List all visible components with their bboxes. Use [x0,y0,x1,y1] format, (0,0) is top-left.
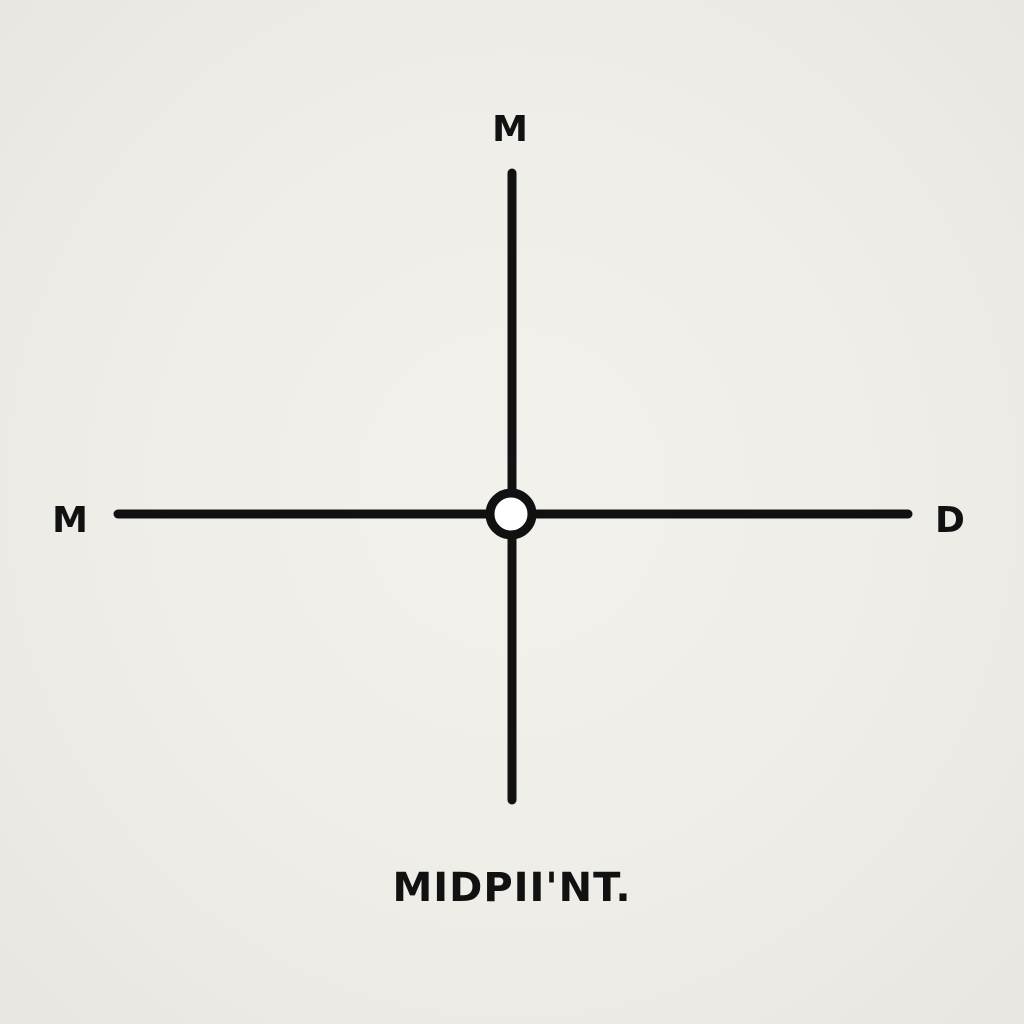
diagram-caption: MIDPII'NT. [392,865,631,911]
right-endpoint-label: D [935,500,965,541]
left-endpoint-label: M [52,500,88,541]
midpoint-marker [485,488,537,540]
top-endpoint-label: M [492,109,528,150]
